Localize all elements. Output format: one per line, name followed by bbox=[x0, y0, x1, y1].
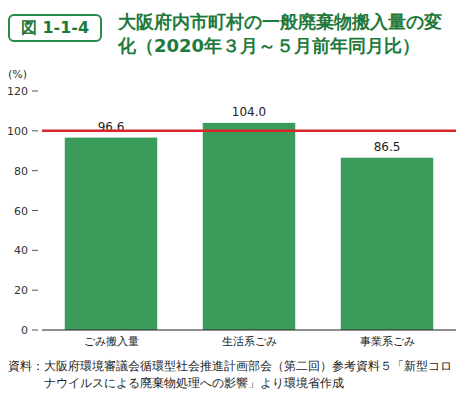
y-tick-label: 100 bbox=[7, 125, 28, 138]
bar bbox=[65, 138, 157, 330]
y-tick bbox=[32, 210, 38, 211]
bars bbox=[65, 123, 433, 330]
chart: (%)02040608010012096.6ごみ搬入量104.0生活系ごみ86.… bbox=[0, 0, 465, 401]
y-tick-label: 80 bbox=[14, 165, 28, 178]
y-tick bbox=[32, 170, 38, 171]
source: 資料：大阪府環境審議会循環型社会推進計画部会（第二回）参考資料５「新型コロナウイ… bbox=[8, 358, 458, 392]
data-label: 86.5 bbox=[374, 140, 401, 154]
y-tick-label: 60 bbox=[14, 205, 28, 218]
y-tick bbox=[32, 130, 38, 131]
y-tick-label: 120 bbox=[7, 85, 28, 98]
title: 大阪府内市町村の一般廃棄物搬入量の変化（2020年３月～５月前年同月比） bbox=[118, 10, 458, 58]
y-tick-label: 20 bbox=[14, 284, 28, 297]
y-tick bbox=[32, 250, 38, 251]
y-tick-label: 40 bbox=[14, 244, 28, 257]
y-tick bbox=[32, 91, 38, 92]
y-tick bbox=[32, 290, 38, 291]
figure-label: 図 1-1-4 bbox=[8, 14, 102, 42]
y-tick-label: 0 bbox=[21, 324, 28, 337]
x-tick-label: 事業系ごみ bbox=[360, 335, 415, 348]
data-label: 104.0 bbox=[232, 105, 266, 119]
x-tick-label: 生活系ごみ bbox=[222, 335, 277, 348]
bar bbox=[203, 123, 295, 330]
x-tick-label: ごみ搬入量 bbox=[84, 335, 139, 348]
reference-line bbox=[42, 130, 456, 133]
y-tick bbox=[32, 330, 38, 331]
bar bbox=[341, 158, 433, 330]
y-label: (%) bbox=[8, 68, 27, 81]
x-axis bbox=[42, 329, 456, 330]
